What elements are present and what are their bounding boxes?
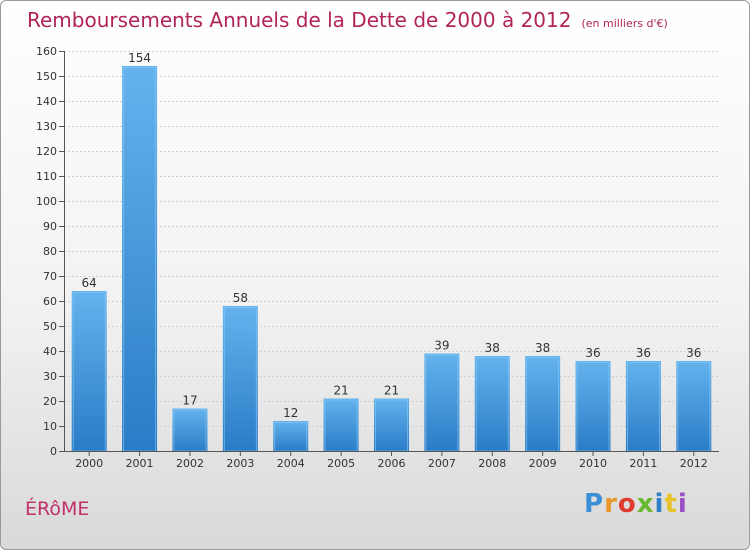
y-tick-label: 150 [36, 70, 57, 83]
logo-letter: P [584, 489, 605, 519]
x-tick-label: 2004 [277, 457, 305, 470]
bar-value-label: 21 [333, 384, 348, 398]
bar [424, 353, 460, 451]
y-tick-label: 140 [36, 95, 57, 108]
x-tick-label: 2003 [226, 457, 254, 470]
bar [625, 361, 661, 451]
x-tick-label: 2005 [327, 457, 355, 470]
y-tick-label: 100 [36, 195, 57, 208]
proxiti-logo: Proxiti [584, 489, 688, 519]
bar [323, 398, 359, 451]
x-tick-label: 2011 [629, 457, 657, 470]
bar-value-label: 38 [485, 341, 500, 355]
chart-unit: (en milliers d'€) [581, 17, 668, 30]
bar-value-label: 36 [636, 346, 651, 360]
bar-value-label: 58 [233, 291, 248, 305]
bar [374, 398, 409, 451]
logo-letter: t [664, 489, 678, 519]
bar [525, 356, 561, 451]
x-tick-label: 2002 [176, 457, 204, 470]
y-tick-label: 90 [43, 220, 57, 233]
x-axis: 2000 2001 2002 2003 2004 2005 2006 2007 2008 2009… [64, 451, 719, 470]
bar-value-label: 12 [283, 406, 298, 420]
y-tick-label: 80 [43, 245, 57, 258]
y-tick-label: 50 [43, 320, 57, 333]
y-tick-label: 60 [43, 295, 57, 308]
bar [71, 291, 107, 451]
y-tick-label: 110 [36, 170, 57, 183]
x-tick-label: 2009 [529, 457, 557, 470]
y-tick-label: 40 [43, 345, 57, 358]
chart-title: Remboursements Annuels de la Dette de 20… [27, 8, 668, 32]
logo-letter: i [677, 489, 688, 519]
y-tick-label: 0 [50, 445, 57, 458]
bar [122, 66, 158, 451]
x-tick-label: 2006 [378, 457, 406, 470]
bar [273, 421, 309, 451]
bar-value-label: 36 [686, 346, 701, 360]
y-tick-label: 10 [43, 420, 57, 433]
bar [676, 361, 712, 451]
logo-letter: x [636, 489, 655, 519]
bar-value-label: 17 [182, 394, 197, 408]
logo-letter: i [654, 489, 665, 519]
bar-value-label: 38 [535, 341, 550, 355]
logo-letter: o [617, 489, 637, 519]
x-tick-label: 2000 [75, 457, 103, 470]
y-tick-label: 130 [36, 120, 57, 133]
bar [222, 306, 258, 451]
x-tick-label: 2012 [680, 457, 708, 470]
y-axis: 0 10 20 30 40 50 60 70 80 90 100 110 120 130 140 150 160 [36, 45, 65, 458]
bars: 64 154 17 58 12 21 21 39 38 38 36 36 36 [71, 51, 712, 452]
bar-value-label: 21 [384, 384, 399, 398]
y-tick-label: 20 [43, 395, 57, 408]
x-tick-label: 2008 [478, 457, 506, 470]
y-tick-label: 70 [43, 270, 57, 283]
x-tick-label: 2007 [428, 457, 456, 470]
x-tick-label: 2001 [126, 457, 154, 470]
bar-value-label: 154 [128, 51, 151, 65]
y-tick-label: 30 [43, 370, 57, 383]
bar [172, 408, 208, 451]
x-tick-label: 2010 [579, 457, 607, 470]
y-tick-label: 160 [36, 45, 57, 58]
logo-letter: r [604, 489, 618, 519]
bar-value-label: 64 [82, 276, 97, 290]
bar-value-label: 36 [585, 346, 600, 360]
bar [474, 356, 510, 451]
bar-value-label: 39 [434, 339, 449, 353]
y-tick-label: 120 [36, 145, 57, 158]
city-name: ÉRôME [25, 498, 90, 520]
bar [575, 361, 611, 451]
chart-title-main: Remboursements Annuels de la Dette de 20… [27, 8, 572, 32]
